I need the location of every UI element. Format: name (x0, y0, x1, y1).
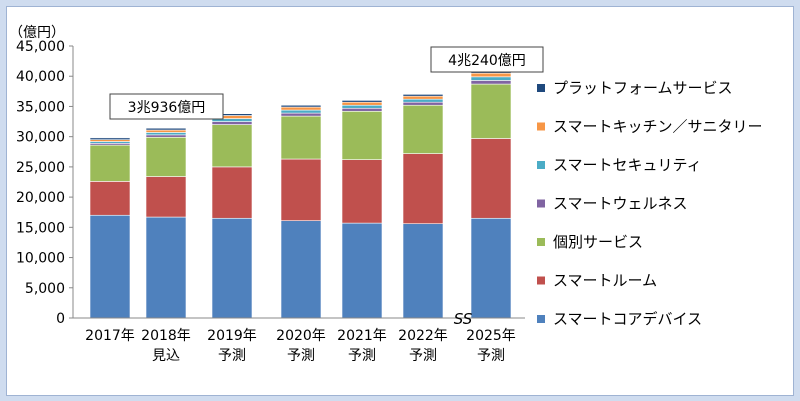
bar-segment (470, 72, 512, 78)
legend-label: スマートルーム (553, 272, 657, 290)
legend-label: 個別サービス (553, 233, 643, 251)
bar-segment (470, 80, 512, 85)
bar-segment (145, 136, 187, 177)
x-tick-label: 2018年 (141, 328, 191, 344)
bar-segment (145, 216, 187, 319)
axis-break-symbol: SS (454, 310, 473, 328)
x-tick-label: 2017年 (85, 328, 135, 344)
y-tick-label: 20,000 (16, 190, 65, 206)
y-tick-label: 25,000 (16, 160, 65, 176)
bar-segment (402, 94, 444, 97)
bar-segment (280, 112, 322, 117)
legend-label: スマートコアデバイス (553, 310, 702, 328)
bar-segment (470, 76, 512, 81)
x-tick-label: 2021年 (337, 328, 387, 344)
legend-swatch (537, 315, 545, 323)
total-label-box (430, 46, 544, 73)
x-tick-label: 2025年 (466, 328, 516, 344)
total-annotations: 3兆936億円 4兆240億円 (109, 46, 544, 120)
legend: プラットフォームサービススマートキッチン／サニタリースマートセキュリティスマート… (537, 79, 763, 328)
bar-segment (211, 121, 253, 125)
legend-swatch (537, 84, 545, 92)
y-tick-label: 0 (56, 311, 65, 327)
legend-swatch (537, 199, 545, 208)
y-tick-label: 30,000 (16, 130, 65, 146)
bar-segment (402, 223, 444, 319)
bar-segment (280, 158, 322, 221)
bar-segment (341, 107, 383, 112)
legend-label: スマートキッチン／サニタリー (553, 118, 763, 136)
bar-segment (470, 217, 512, 319)
legend-swatch (537, 122, 545, 131)
bar-segment (89, 137, 131, 140)
bar-segment (341, 110, 383, 160)
bar-segment (470, 83, 512, 139)
x-tick-label: 予測 (477, 348, 505, 364)
bar-segment (145, 132, 187, 136)
legend-label: プラットフォームサービス (553, 79, 733, 97)
bar-segment (280, 220, 322, 319)
stacked-bar-chart: （億円） 0 5,000 10,000 15,000 20,000 25,000 30,00… (9, 25, 763, 364)
bar-segment (280, 106, 322, 111)
bar-segment (341, 100, 383, 103)
bar-segment (89, 144, 131, 182)
x-tick-label: 2019年 (207, 328, 257, 344)
x-tick-label: 予測 (348, 348, 376, 364)
y-axis: 0 5,000 10,000 15,000 20,000 25,000 30,000 35,0… (16, 39, 74, 327)
bar-stack (89, 137, 131, 319)
bar-segment (145, 127, 187, 131)
x-tick-label: 予測 (287, 348, 315, 364)
bar-segment (341, 222, 383, 319)
x-tick-label: 見込 (152, 348, 180, 364)
x-tick-label: 2022年 (398, 328, 448, 344)
y-tick-label: 15,000 (16, 220, 65, 236)
bar-segment (402, 104, 444, 154)
bar-stack (145, 127, 187, 319)
bar-segment (89, 181, 131, 216)
bar-segment (211, 217, 253, 319)
x-tick-label: 予測 (218, 348, 246, 364)
x-tick-label: 予測 (409, 348, 437, 364)
bar-stack (470, 71, 512, 319)
bar-stack (280, 104, 322, 319)
y-tick-label: 5,000 (25, 281, 65, 297)
bar-segment (402, 101, 444, 106)
x-tick-label: 2020年 (276, 328, 326, 344)
legend-swatch (537, 161, 545, 169)
chart-frame: （億円） 0 5,000 10,000 15,000 20,000 25,000 30,00… (6, 6, 794, 396)
bar-segment (280, 109, 322, 114)
y-tick-label: 35,000 (16, 99, 65, 115)
bar-segment (341, 101, 383, 106)
total-label: 3兆936億円 (128, 100, 206, 116)
total-label: 4兆240億円 (448, 53, 526, 69)
bar-segment (211, 166, 253, 219)
total-label-box (109, 93, 224, 120)
bar-segment (470, 138, 512, 219)
bar-segment (145, 176, 187, 218)
bar-segment (402, 153, 444, 225)
bar-segment (402, 98, 444, 103)
y-tick-label: 40,000 (16, 69, 65, 85)
legend-swatch (537, 276, 545, 285)
legend-swatch (537, 238, 545, 246)
bar-segment (211, 124, 253, 168)
bar-segment (280, 104, 322, 108)
bar-segment (341, 159, 383, 224)
bar-segment (341, 104, 383, 109)
bar-stacks (89, 71, 512, 319)
bar-segment (145, 129, 187, 133)
bar-stack (211, 113, 253, 319)
y-tick-label: 45,000 (16, 39, 65, 55)
legend-label: スマートウェルネス (553, 195, 688, 213)
bar-segment (145, 134, 187, 138)
bar-segment (89, 214, 131, 319)
bar-stack (402, 94, 444, 319)
y-tick-label: 10,000 (16, 251, 65, 267)
bar-segment (280, 115, 322, 160)
bar-segment (402, 95, 444, 100)
bar-stack (341, 100, 383, 319)
y-axis-unit-label: （億円） (9, 25, 65, 41)
legend-label: スマートセキュリティ (553, 156, 702, 174)
